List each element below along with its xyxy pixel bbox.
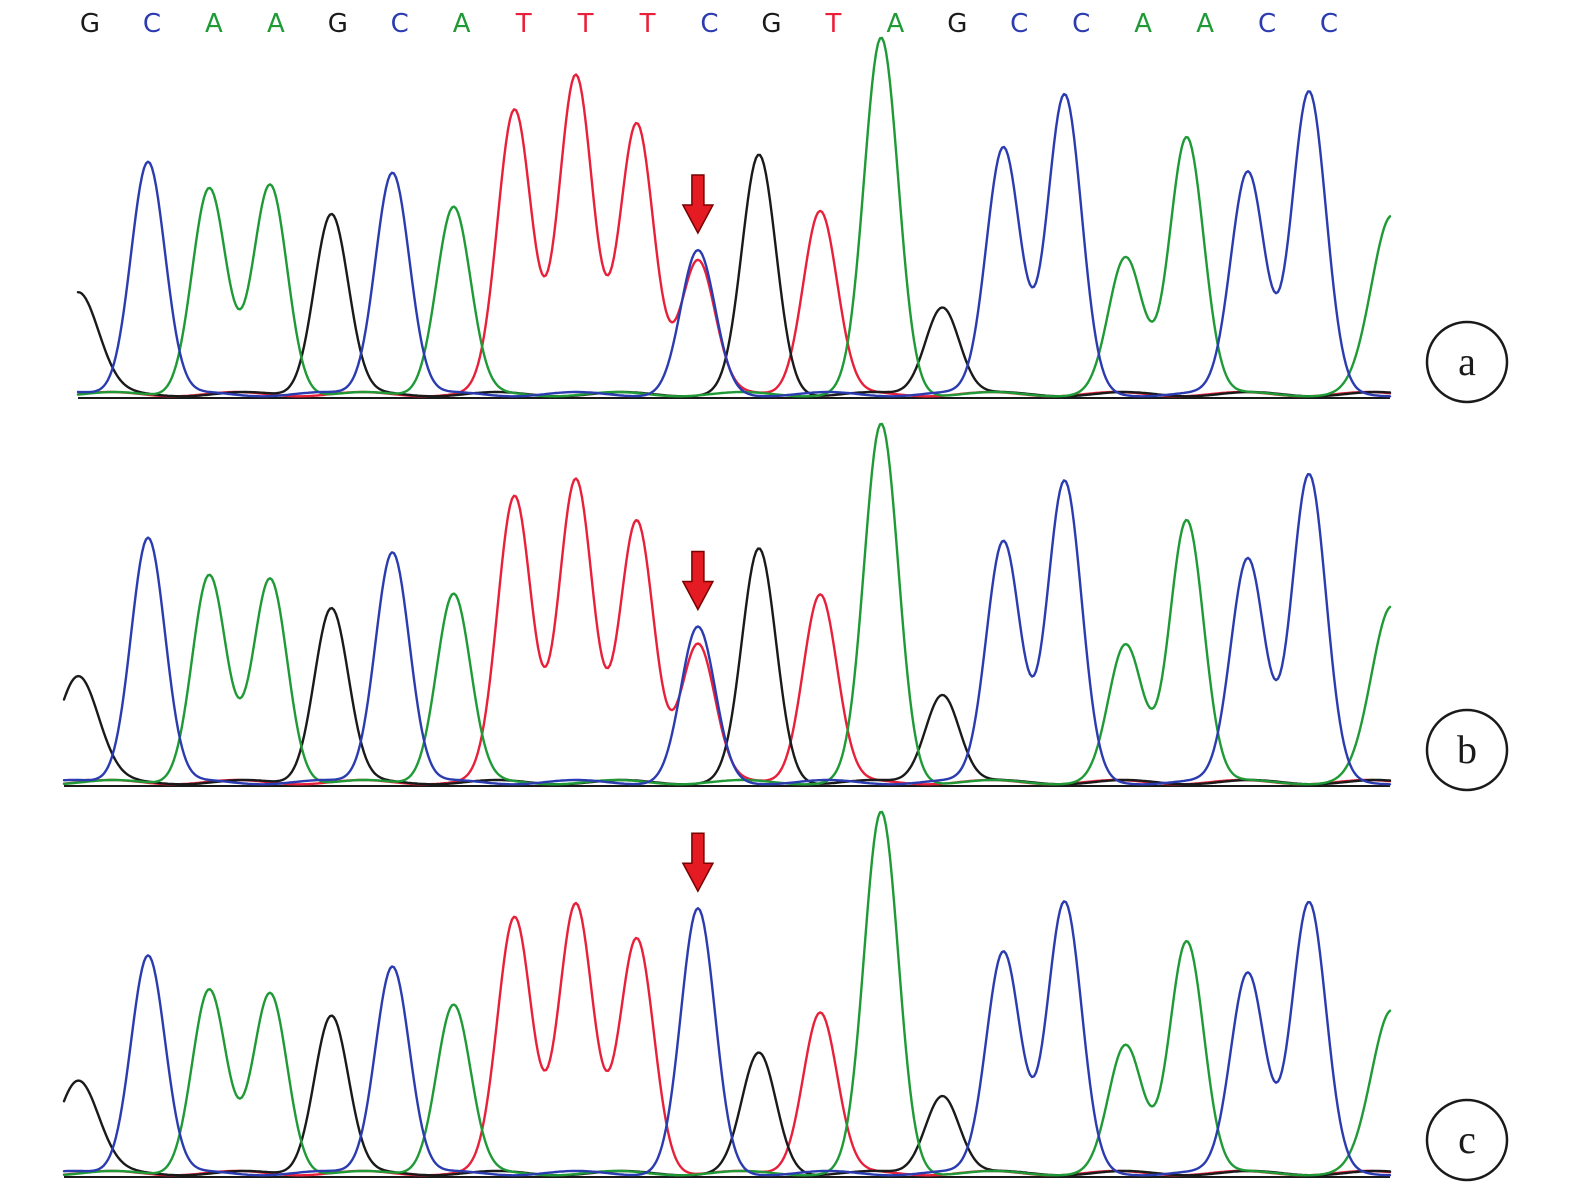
trace-A: [62, 422, 1392, 786]
base-call-C: C: [1072, 9, 1090, 39]
chromatogram-panels: a b c: [62, 36, 1509, 1182]
down-arrow-icon: [681, 550, 715, 612]
base-call-T: T: [515, 9, 532, 39]
panel-label: c: [1458, 1117, 1476, 1162]
down-arrow-icon: [681, 174, 715, 235]
base-call-C: C: [700, 9, 718, 39]
base-call-G: G: [947, 9, 967, 39]
panel-label-circle: [1425, 320, 1509, 404]
base-call-C: C: [391, 9, 409, 39]
base-call-A: A: [886, 9, 904, 39]
base-call-A: A: [453, 9, 471, 39]
base-call-C: C: [143, 9, 161, 39]
chromatogram-panel-a: a: [76, 36, 1509, 404]
base-call-C: C: [1320, 9, 1338, 39]
trace-A: [62, 810, 1392, 1177]
base-call-T: T: [824, 9, 841, 39]
base-call-T: T: [639, 9, 656, 39]
down-arrow-icon: [681, 832, 715, 893]
panel-label: a: [1458, 339, 1476, 384]
panel-label: b: [1457, 727, 1477, 772]
trace-A: [76, 36, 1392, 398]
base-call-C: C: [1010, 9, 1028, 39]
base-call-T: T: [577, 9, 594, 39]
trace-T: [62, 901, 1392, 1177]
trace-T: [76, 73, 1392, 398]
base-call-G: G: [761, 9, 781, 39]
base-call-C: C: [1258, 9, 1276, 39]
chromatogram-panel-b: b: [62, 422, 1509, 792]
trace-C: [62, 900, 1392, 1177]
trace-C: [62, 473, 1392, 786]
trace-C: [76, 90, 1392, 398]
base-call-A: A: [1134, 9, 1152, 39]
base-call-A: A: [267, 9, 285, 39]
base-call-G: G: [80, 9, 100, 39]
base-call-A: A: [205, 9, 223, 39]
panel-label-circle: [1425, 708, 1509, 792]
base-call-G: G: [328, 9, 348, 39]
chromatogram-panel-c: c: [62, 810, 1509, 1182]
panel-label-circle: [1425, 1098, 1509, 1182]
trace-G: [76, 153, 1392, 398]
trace-G: [62, 1014, 1392, 1177]
base-call-A: A: [1196, 9, 1214, 39]
